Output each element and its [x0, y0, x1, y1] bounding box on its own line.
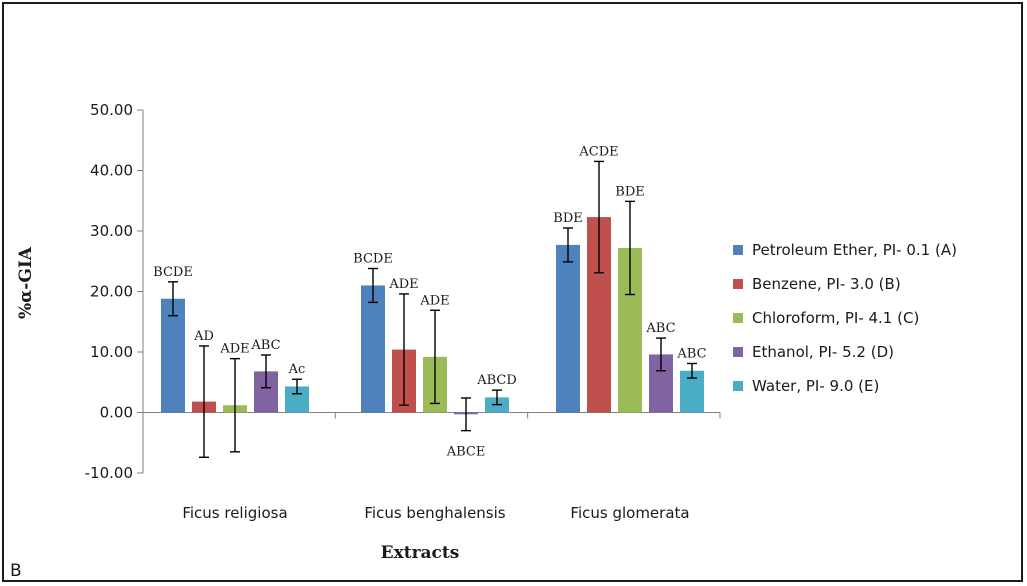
y-tick-label: 30.00 — [90, 222, 133, 240]
x-axis-title: Extracts — [381, 543, 460, 563]
significance-label: Ac — [288, 362, 306, 377]
y-tick-label: 0.00 — [100, 404, 133, 422]
y-tick-label: 40.00 — [90, 162, 133, 180]
significance-label: ABC — [645, 321, 675, 336]
y-tick-label: -10.00 — [85, 464, 133, 482]
legend-swatch — [733, 245, 743, 255]
significance-label: BCDE — [153, 265, 193, 280]
bar — [161, 298, 185, 413]
legend-label: Ethanol, PI- 5.2 (D) — [752, 343, 894, 361]
legend-swatch — [733, 381, 743, 391]
y-axis-title: %α-GIA — [16, 246, 36, 319]
y-tick-label: 10.00 — [90, 343, 133, 361]
bar — [361, 285, 385, 413]
significance-label: ABCE — [446, 445, 486, 460]
significance-label: ABC — [250, 338, 280, 353]
legend-label: Petroleum Ether, PI- 0.1 (A) — [752, 241, 957, 259]
legend-swatch — [733, 347, 743, 357]
legend-swatch — [733, 279, 743, 289]
error-bars — [168, 160, 697, 458]
significance-label: BDE — [553, 211, 582, 226]
significance-label: ABC — [676, 346, 706, 361]
significance-label: ADE — [219, 342, 249, 357]
category-label: Ficus religiosa — [182, 504, 287, 522]
bars — [161, 217, 704, 415]
significance-label: AD — [193, 329, 214, 344]
category-label: Ficus benghalensis — [364, 504, 505, 522]
bar — [556, 244, 580, 413]
significance-label: BDE — [615, 184, 644, 199]
significance-label: ADE — [419, 293, 449, 308]
significance-label: BCDE — [353, 252, 393, 267]
significance-label: ABCD — [476, 373, 517, 388]
category-label: Ficus glomerata — [570, 504, 689, 522]
legend-label: Benzene, PI- 3.0 (B) — [752, 275, 901, 293]
significance-label: ADE — [388, 277, 418, 292]
legend-swatch — [733, 313, 743, 323]
legend-label: Chloroform, PI- 4.1 (C) — [752, 309, 919, 327]
axes: -10.00 0.00 10.00 20.00 30.00 40.00 50.00 Ficus… — [85, 101, 721, 522]
y-tick-label: 50.00 — [90, 101, 133, 119]
significance-label: ACDE — [578, 144, 618, 159]
legend: Petroleum Ether, PI- 0.1 (A) Benzene, PI-… — [733, 241, 957, 395]
legend-label: Water, PI- 9.0 (E) — [752, 377, 879, 395]
panel-label: B — [10, 561, 22, 581]
y-tick-label: 20.00 — [90, 283, 133, 301]
